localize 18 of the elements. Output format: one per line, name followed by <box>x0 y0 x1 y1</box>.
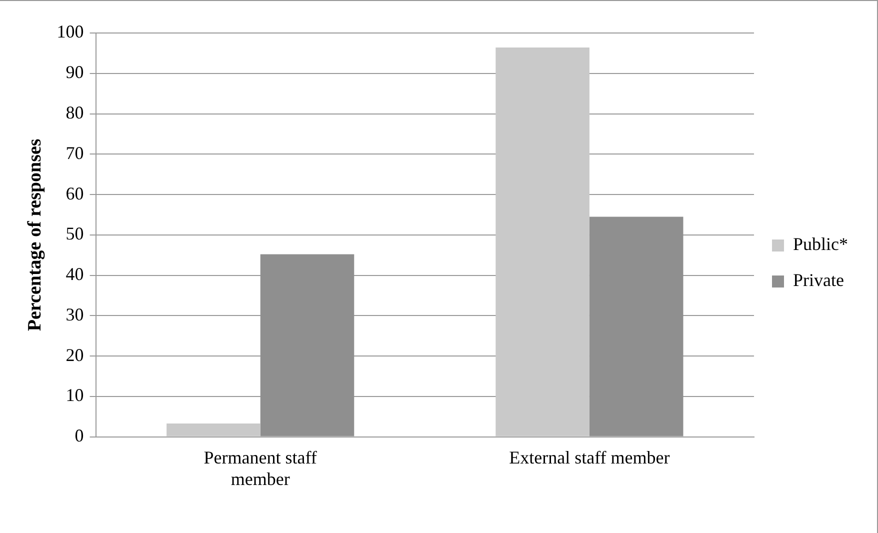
x-tick-label: Permanent staff member <box>204 447 317 489</box>
bar <box>166 423 260 436</box>
legend-label: Private <box>793 270 844 290</box>
y-tick-label: 40 <box>66 264 84 284</box>
y-tick-label: 60 <box>66 183 84 204</box>
y-tick-label: 80 <box>66 102 84 122</box>
bar <box>496 48 590 436</box>
y-tick-label: 0 <box>74 426 84 446</box>
y-tick-label: 20 <box>66 344 84 365</box>
legend-label: Public* <box>793 234 848 254</box>
y-tick-label: 100 <box>56 22 84 42</box>
y-axis-title: Percentage of responses <box>24 138 46 332</box>
y-tick-label: 50 <box>66 224 84 244</box>
y-tick-label: 30 <box>66 304 84 324</box>
y-tick-label: 10 <box>66 385 84 406</box>
y-tick-label: 70 <box>66 142 84 163</box>
y-tick-label: 90 <box>66 62 84 82</box>
x-tick-label: External staff member <box>509 447 670 468</box>
